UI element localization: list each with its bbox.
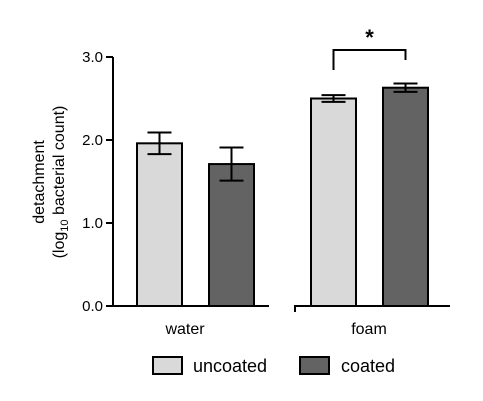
legend-swatch-uncoated — [152, 356, 183, 375]
significance-star: * — [365, 25, 374, 50]
y-tick-label: 2.0 — [82, 132, 103, 149]
legend-label-coated: coated — [341, 356, 395, 376]
significance-annotation: * — [332, 25, 407, 70]
bars — [136, 82, 429, 307]
bar-coated-water — [208, 163, 255, 307]
legend: uncoated coated — [152, 356, 395, 376]
y-axis-title-line1: detachment — [31, 140, 48, 224]
bar-coated-foam — [382, 86, 429, 307]
x-tick-label: foam — [351, 321, 387, 338]
y-axis-title: detachment (log10 bacterial count) — [31, 106, 71, 259]
y-tick-label: 1.0 — [82, 215, 103, 232]
y-axis: 0.0 1.0 2.0 3.0 — [82, 49, 114, 315]
bar-uncoated-foam — [310, 97, 357, 307]
y-tick-label: 0.0 — [82, 298, 103, 315]
legend-swatch-coated — [299, 356, 330, 375]
significance-bracket — [332, 49, 407, 70]
x-axis: water foam — [112, 305, 450, 338]
y-tick-label: 3.0 — [82, 49, 103, 66]
y-axis-title-line2: (log10 bacterial count) — [51, 106, 71, 259]
x-tick-label: water — [164, 321, 205, 338]
bar-uncoated-water — [136, 142, 183, 307]
legend-label-uncoated: uncoated — [193, 356, 267, 376]
